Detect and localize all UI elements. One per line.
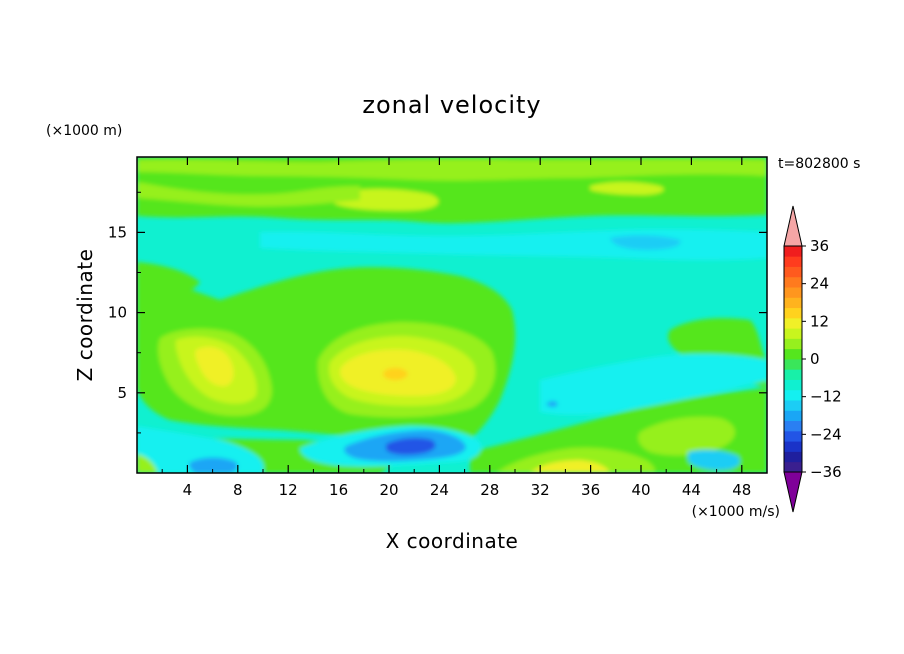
colorbar-swatch <box>784 307 802 319</box>
x-tick-label: 4 <box>183 481 193 499</box>
colorbar-swatch <box>784 276 802 288</box>
colorbar-swatch <box>784 369 802 380</box>
y-tick-group: 5 10 15 <box>108 191 767 434</box>
colorbar-tick-label: 24 <box>810 275 829 293</box>
y-tick-label: 15 <box>108 223 127 241</box>
colorbar-swatch <box>784 410 802 422</box>
left-yellow-blob <box>195 346 234 387</box>
x-tick-label: 40 <box>631 481 650 499</box>
colorbar-swatch <box>784 317 802 329</box>
x-axis-label: X coordinate <box>386 529 519 553</box>
colorbar-swatch <box>784 400 802 411</box>
chart-title: zonal velocity <box>362 91 541 119</box>
x-tick-label: 44 <box>682 481 701 499</box>
colorbar-tick-label: 36 <box>810 237 829 255</box>
colorbar-swatch <box>784 328 802 339</box>
colorbar-tick-label: 12 <box>810 312 829 330</box>
colorbar-tick-label: 0 <box>810 350 820 368</box>
contour-field <box>137 157 767 473</box>
top-right-lime-patch <box>590 181 664 195</box>
left-top-green <box>137 262 200 302</box>
x-tick-label: 48 <box>732 481 751 499</box>
colorbar-swatch <box>784 451 802 463</box>
colorbar-swatch <box>784 266 802 278</box>
top-yellowgreen-patch <box>137 159 767 181</box>
x-tick-label: 20 <box>379 481 398 499</box>
top-stripe-2 <box>137 182 360 207</box>
x-tick-label: 36 <box>581 481 600 499</box>
x-tick-label: 28 <box>480 481 499 499</box>
colorbar-swatch <box>784 338 802 350</box>
colorbar-swatch <box>784 297 802 309</box>
small-blue-dot <box>546 401 558 407</box>
colorbar-swatch <box>784 420 802 432</box>
colorbar-low-arrow <box>783 471 803 513</box>
colorbar-swatch <box>784 287 802 298</box>
plot-frame <box>136 156 768 474</box>
y-unit-label: (×1000 m) <box>46 123 122 139</box>
y-tick-label: 10 <box>108 304 127 322</box>
left-lower-blue <box>189 457 238 473</box>
x-tick-label: 32 <box>531 481 550 499</box>
colorbar-swatch <box>784 461 802 473</box>
colorbar-swatch <box>784 359 802 370</box>
y-tick-label: 5 <box>117 384 127 402</box>
right-bottom-lime <box>638 416 735 456</box>
time-label: t=802800 s <box>778 156 860 172</box>
colorbar-swatch <box>784 256 802 267</box>
center-orange-core <box>383 367 408 381</box>
colorbar-swatch <box>784 348 802 360</box>
colorbar-swatch <box>784 389 802 401</box>
right-deep-cyan <box>688 449 740 470</box>
x-tick-label: 12 <box>279 481 298 499</box>
colorbar-tick-label: −36 <box>810 463 842 481</box>
colorbar-swatch <box>784 441 802 452</box>
x-unit-label: (×1000 m/s) <box>692 504 780 520</box>
colorbar-tick-label: −12 <box>810 388 842 406</box>
colorbar-swatch <box>784 379 802 391</box>
x-tick-label: 16 <box>329 481 348 499</box>
y-axis-label: Z coordinate <box>73 249 97 382</box>
x-tick-label: 24 <box>430 481 449 499</box>
deep-cyan-patch <box>610 235 681 250</box>
x-tick-group: 4 8 12 16 20 24 28 32 36 40 44 48 <box>161 157 751 499</box>
colorbar-swatch <box>784 430 802 442</box>
colorbar-high-arrow <box>783 205 803 247</box>
lower-blue-core <box>386 437 436 455</box>
colorbar: 36 24 12 0 −12 −24 −36 <box>783 205 842 513</box>
x-tick-label: 8 <box>233 481 243 499</box>
left-bottom-lime <box>137 454 158 473</box>
colorbar-swatch <box>784 246 802 257</box>
right-cyan-tongue <box>540 353 767 415</box>
colorbar-tick-label: −24 <box>810 425 842 443</box>
